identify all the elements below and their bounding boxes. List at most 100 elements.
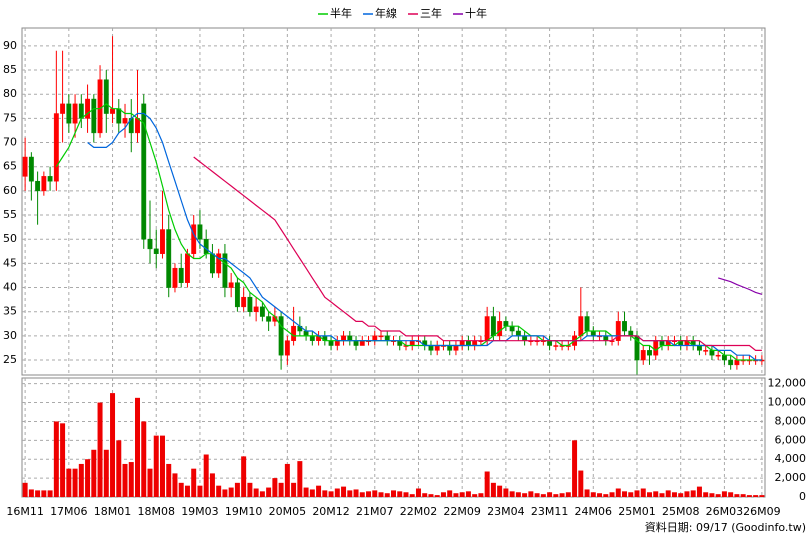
- volume-bar: [565, 492, 571, 497]
- candle-body: [172, 267, 178, 288]
- volume-bar: [759, 495, 765, 497]
- candle-body: [453, 345, 459, 351]
- candle-body: [584, 316, 590, 332]
- candle-body: [247, 296, 253, 312]
- volume-bar: [97, 402, 103, 497]
- volume-bar: [378, 492, 384, 497]
- volume-bar: [490, 482, 496, 497]
- volume-bar: [53, 421, 59, 497]
- candle-body: [497, 321, 503, 337]
- candle-body: [153, 248, 159, 254]
- x-tick-label: 24M06: [575, 505, 613, 518]
- y-tick-label: 60: [3, 184, 17, 197]
- volume-bar: [721, 491, 727, 497]
- x-tick-label: 21M07: [356, 505, 394, 518]
- volume-bar: [66, 468, 72, 497]
- volume-bar: [266, 487, 272, 497]
- volume-bar: [415, 488, 421, 497]
- candle-body: [166, 229, 172, 288]
- volume-bar: [609, 492, 615, 497]
- candle-body: [66, 103, 72, 124]
- volume-bar: [334, 488, 340, 497]
- volume-bar: [397, 491, 403, 497]
- volume-bar: [728, 492, 734, 497]
- y-tick-label: 35: [3, 305, 17, 318]
- volume-bar: [103, 449, 109, 497]
- volume-bar: [172, 473, 178, 497]
- candle-body: [347, 335, 353, 341]
- volume-bar: [135, 397, 141, 497]
- volume-bar: [328, 491, 334, 497]
- y-tick-label: 90: [3, 39, 17, 52]
- volume-bar: [91, 449, 97, 497]
- x-tick-label: 20M12: [312, 505, 350, 518]
- volume-bar: [509, 491, 515, 497]
- candle-body: [234, 282, 240, 308]
- candle-body: [185, 253, 190, 283]
- legend-label: 年線: [375, 6, 397, 20]
- volume-bar: [615, 488, 621, 497]
- volume-bar: [590, 492, 596, 497]
- legend-label: 三年: [420, 6, 442, 20]
- volume-bar: [41, 490, 47, 497]
- volume-bar: [22, 482, 28, 497]
- volume-bar: [540, 494, 546, 497]
- x-tick-label: 22M02: [400, 505, 438, 518]
- candle-body: [547, 340, 553, 346]
- volume-bar: [366, 491, 372, 497]
- candle-body: [197, 224, 203, 240]
- volume-bar: [553, 494, 559, 497]
- candle-body: [647, 350, 652, 356]
- volume-bar: [110, 393, 116, 497]
- candle-body: [428, 345, 434, 351]
- volume-bar: [60, 423, 66, 497]
- candle-body: [228, 282, 234, 288]
- volume-tick-label: 8,000: [775, 414, 807, 427]
- candle-body: [85, 98, 90, 119]
- volume-bar: [690, 490, 696, 497]
- volume-bar: [665, 490, 671, 497]
- x-tick-label: 19M10: [225, 505, 263, 518]
- candle-body: [53, 113, 59, 182]
- candle-body: [709, 350, 715, 356]
- volume-bar: [241, 456, 247, 497]
- volume-bar: [447, 490, 453, 497]
- volume-bar: [359, 492, 365, 497]
- volume-bar: [534, 493, 540, 497]
- candle-body: [103, 79, 109, 114]
- candle-body: [209, 253, 215, 274]
- legend-label: 半年: [330, 6, 352, 20]
- volume-bar: [409, 494, 415, 497]
- volume-bar: [184, 485, 190, 497]
- x-tick-label: 19M03: [181, 505, 219, 518]
- candle-body: [334, 340, 340, 346]
- candle-body: [590, 330, 596, 337]
- candle-body: [41, 176, 47, 192]
- candle-body: [309, 335, 315, 341]
- volume-tick-label: 12,000: [768, 377, 807, 390]
- candle-body: [116, 108, 122, 124]
- volume-bar: [484, 471, 490, 497]
- candle-body: [490, 316, 496, 337]
- volume-tick-label: 2,000: [775, 471, 807, 484]
- candle-body: [628, 330, 634, 337]
- footer: 資料日期: 09/17 (Goodinfo.tw): [645, 520, 806, 534]
- volume-bar: [234, 482, 240, 497]
- volume-bar: [297, 461, 303, 497]
- x-tick-label: 23M11: [531, 505, 569, 518]
- volume-bar: [141, 421, 147, 497]
- volume-bar: [28, 489, 34, 497]
- candle-body: [509, 325, 515, 332]
- x-tick-label: 23M04: [487, 505, 525, 518]
- candle-body: [734, 359, 740, 366]
- volume-bar: [309, 489, 315, 497]
- volume-bar: [696, 486, 702, 497]
- volume-bar: [646, 492, 652, 497]
- volume-bar: [453, 493, 459, 497]
- volume-bar: [597, 493, 603, 497]
- candle-body: [259, 306, 265, 317]
- y-tick-label: 40: [3, 281, 17, 294]
- candle-body: [603, 335, 609, 341]
- candle-body: [135, 118, 140, 134]
- volume-bar: [734, 494, 740, 497]
